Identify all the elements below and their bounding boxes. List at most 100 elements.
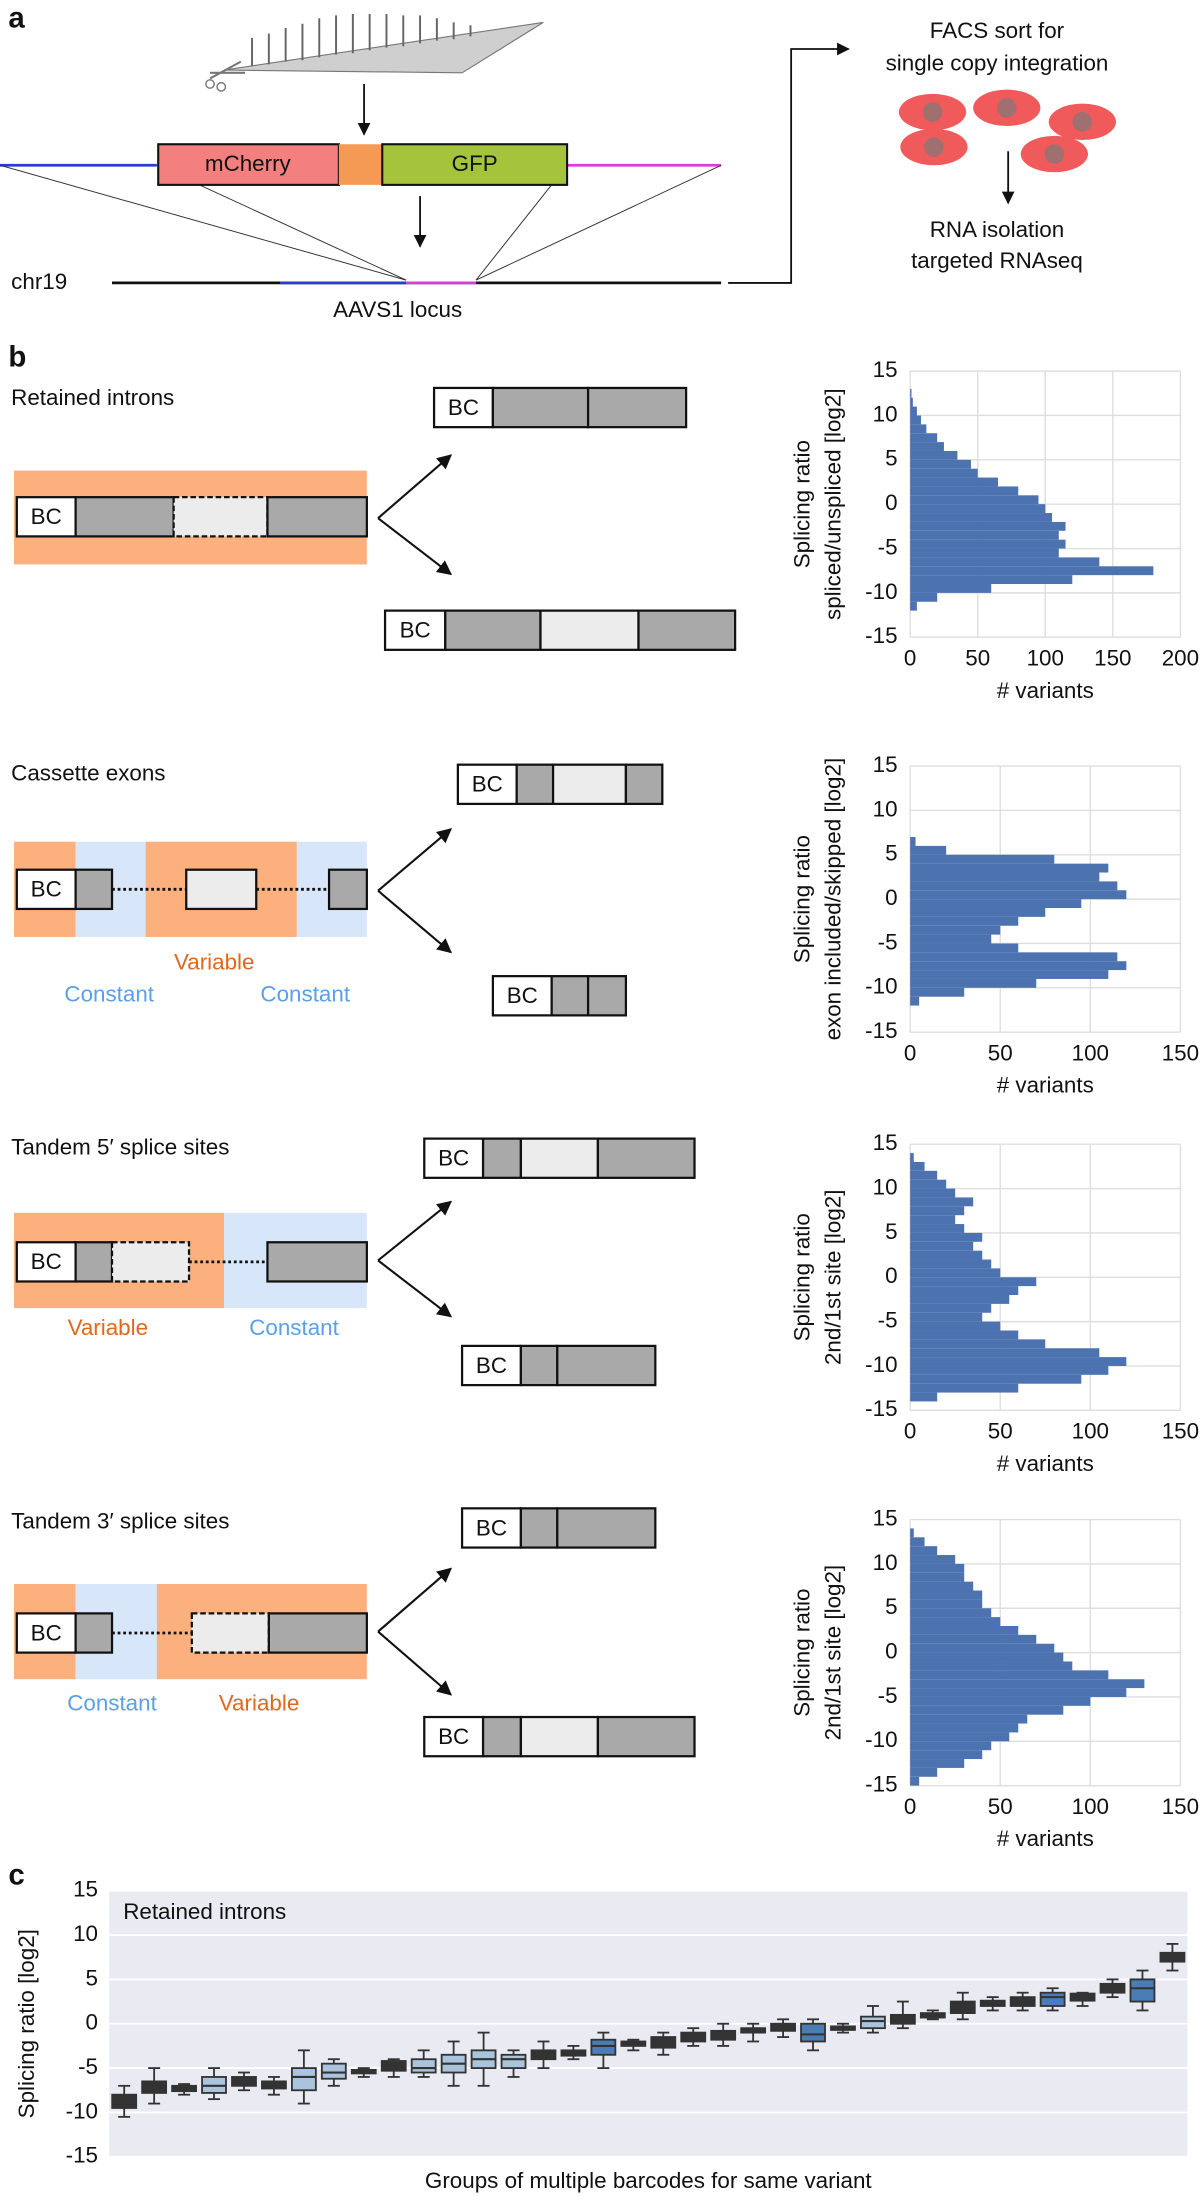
bar [910, 1741, 992, 1751]
construct [0, 143, 722, 281]
exon-box [551, 763, 628, 806]
box-body [1129, 1978, 1156, 2003]
barcode-box [15, 1241, 77, 1283]
splice-design: Tandem 3′ splice sites BC Constant Variable… [11, 1507, 696, 1758]
bar [910, 1348, 1100, 1358]
bar [910, 468, 978, 478]
bar [910, 477, 998, 487]
bar [910, 433, 938, 443]
bar [910, 961, 1127, 971]
y-tick-label: 15 [873, 1505, 898, 1530]
panel-label: a [8, 1, 25, 34]
donor-dna [205, 14, 544, 92]
barcode-label: BC [31, 877, 62, 902]
box-body [590, 2038, 617, 2056]
barcode-label: BC [438, 1724, 469, 1749]
x-tick-label: 150 [1162, 1419, 1199, 1444]
x-axis-label: # variants [997, 1826, 1094, 1851]
locus-label: AAVS1 locus [333, 297, 462, 322]
bar [910, 513, 1053, 522]
bar [910, 584, 992, 593]
x-tick-label: 0 [904, 1041, 916, 1066]
bar [910, 1268, 1001, 1278]
y-tick-label: 5 [885, 841, 897, 866]
y-tick-label: 5 [885, 1219, 897, 1244]
bar [910, 1339, 1046, 1349]
bar [910, 1170, 938, 1180]
y-axis-label: exon included/skipped [log2] [820, 758, 845, 1041]
y-tick-label: 5 [86, 1965, 98, 1990]
bar [910, 504, 1046, 514]
splice-design: Tandem 5′ splice sites BC Variable Constant… [11, 1134, 696, 1387]
arrow [377, 889, 452, 954]
bar [910, 1581, 974, 1591]
exon-box [74, 868, 114, 911]
y-tick-label: 10 [73, 1921, 98, 1946]
y-tick-label: -10 [66, 2098, 98, 2123]
box [290, 2049, 317, 2105]
box-body [1039, 1991, 1066, 2007]
insert-label: mCherry [205, 151, 292, 176]
x-tick-label: 200 [1162, 646, 1199, 671]
exon-box [74, 496, 175, 538]
bar [910, 424, 927, 434]
bar [910, 1383, 1019, 1393]
x-axis-label: # variants [997, 678, 1094, 703]
exon-box [519, 1715, 600, 1758]
exon-box [519, 1344, 559, 1387]
exon-box [519, 1507, 559, 1549]
bar [910, 1528, 914, 1538]
panel-label: c [8, 1858, 24, 1891]
region-label: Variable [174, 949, 254, 974]
bar [910, 1608, 992, 1618]
bar [910, 1312, 983, 1322]
bar [910, 1652, 1064, 1662]
bar [910, 952, 1118, 962]
chromosome-label: chr19 [11, 269, 67, 294]
x-tick-label: 150 [1162, 1794, 1199, 1819]
bar [910, 450, 958, 460]
bar [910, 1563, 965, 1573]
x-tick-label: 0 [904, 646, 916, 671]
box-body [410, 2058, 437, 2074]
exon-box [172, 496, 269, 538]
region-label: Variable [219, 1690, 299, 1715]
bar [910, 521, 1066, 531]
y-axis-label: Splicing ratio [log2] [14, 1929, 39, 2118]
exon-box [539, 609, 640, 651]
region-label: Constant [260, 982, 350, 1007]
box-body [500, 2053, 527, 2069]
x-tick-label: 100 [1072, 1419, 1109, 1444]
box [440, 2040, 467, 2087]
bar [910, 601, 917, 611]
y-tick-label: -15 [865, 623, 897, 648]
row-title: Tandem 3′ splice sites [11, 1508, 229, 1533]
bar [910, 1732, 1010, 1742]
panel-label: b [8, 340, 26, 373]
box [470, 2031, 497, 2087]
bar [910, 1321, 1001, 1331]
bar [910, 1197, 974, 1207]
box [919, 2009, 946, 2021]
box-body [800, 2022, 826, 2043]
y-tick-label: 15 [873, 752, 898, 777]
exon-box [515, 763, 555, 806]
x-tick-label: 0 [904, 1419, 916, 1444]
box-body [320, 2062, 347, 2080]
exon-box [444, 609, 542, 651]
bar [910, 1161, 925, 1171]
box-body [949, 2000, 976, 2015]
y-axis-label: Splicing ratio [790, 835, 815, 963]
barcode-box [423, 1137, 485, 1179]
bar [910, 1688, 1127, 1697]
bar [910, 539, 1066, 549]
y-tick-label: 10 [873, 401, 898, 426]
y-tick-label: -5 [78, 2054, 98, 2079]
bar [910, 1705, 1064, 1715]
barcode-label: BC [472, 772, 503, 797]
y-tick-label: 10 [873, 1550, 898, 1575]
